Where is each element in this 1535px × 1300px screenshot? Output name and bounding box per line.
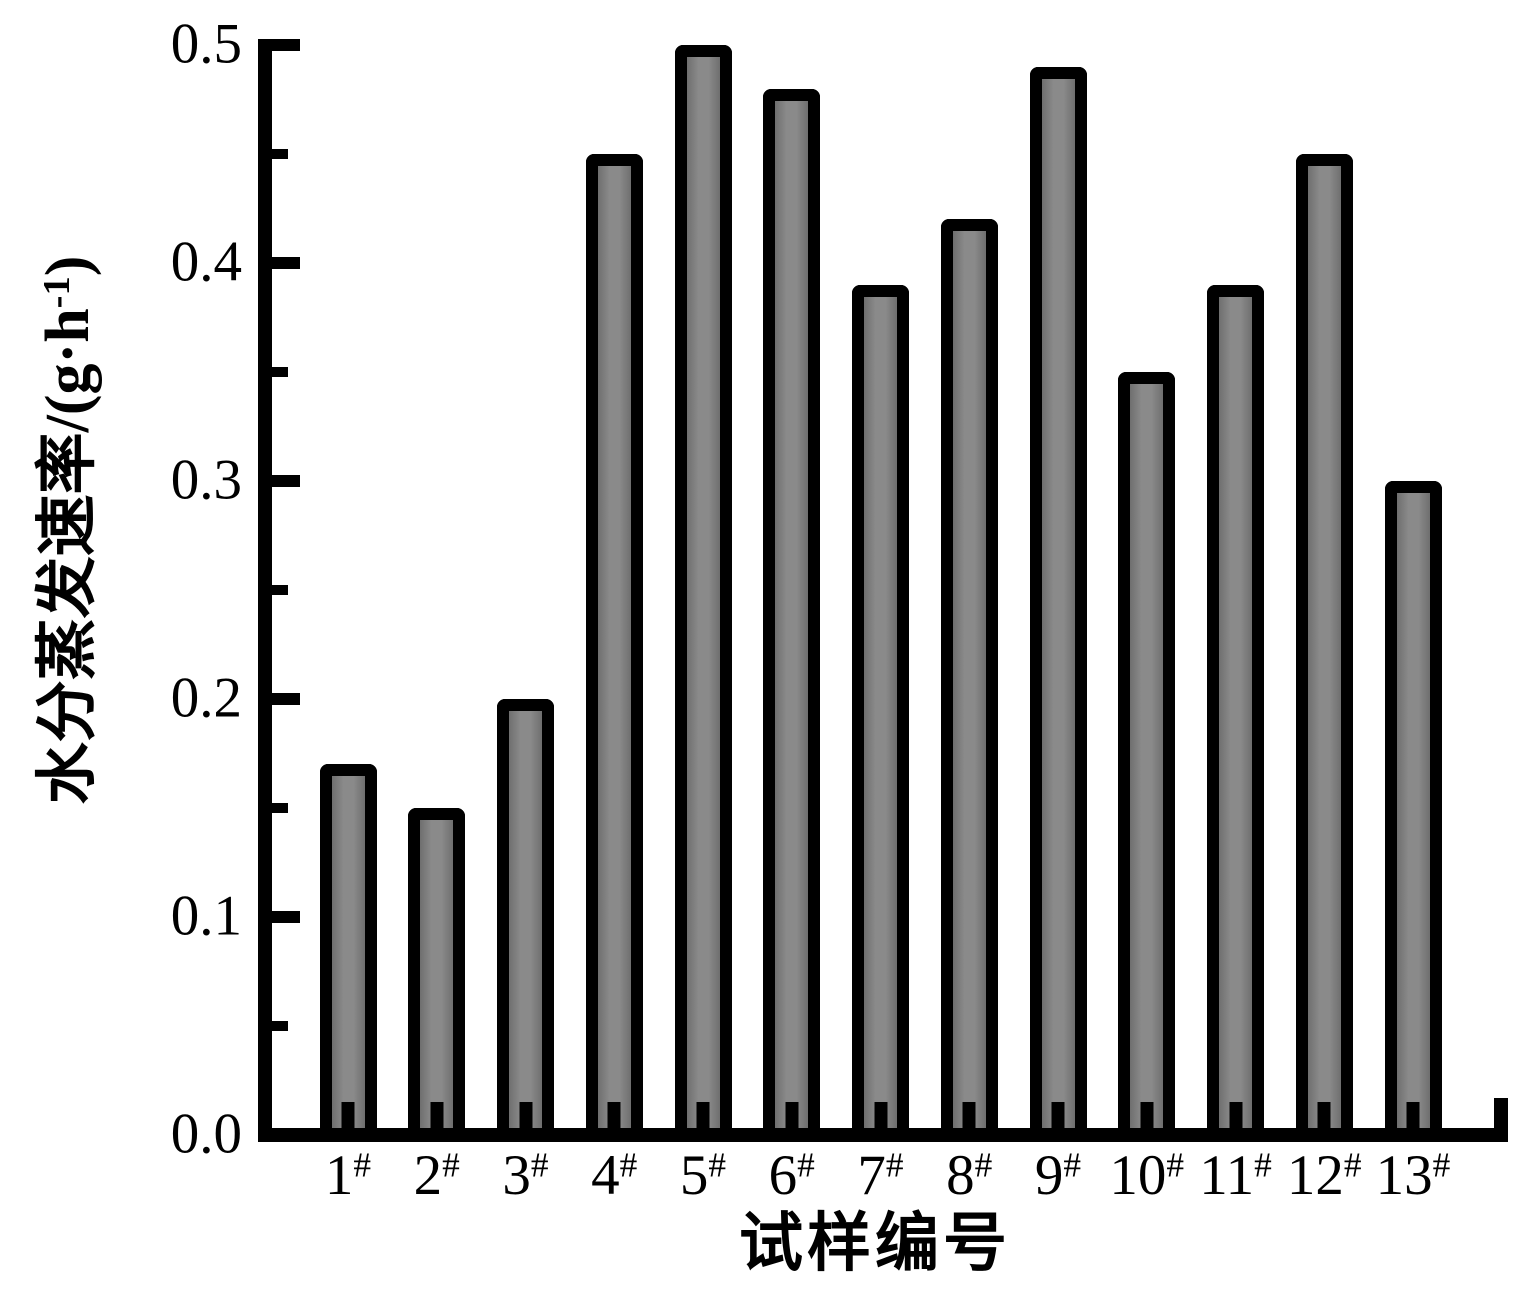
x-axis-tick xyxy=(607,1102,621,1135)
y-major-tick xyxy=(272,475,300,487)
x-tick-label-number: 7 xyxy=(857,1144,886,1207)
x-tick-label-number: 11 xyxy=(1199,1144,1255,1207)
bar xyxy=(1207,285,1264,1135)
x-tick-label: 11# xyxy=(1199,1147,1272,1204)
y-minor-tick xyxy=(272,585,288,595)
y-major-tick xyxy=(272,257,300,269)
x-tick-label-suffix: # xyxy=(1432,1145,1451,1185)
x-tick-label-number: 10 xyxy=(1109,1144,1167,1207)
x-tick-label-suffix: # xyxy=(1343,1145,1362,1185)
x-axis-tick xyxy=(341,1102,355,1135)
x-axis-tick xyxy=(1406,1102,1420,1135)
x-tick-label-suffix: # xyxy=(1254,1145,1272,1185)
bar xyxy=(585,154,643,1135)
x-tick-label: 5# xyxy=(680,1147,726,1204)
x-axis-tick xyxy=(1317,1102,1331,1135)
x-tick-label: 7# xyxy=(857,1147,903,1204)
x-tick-label-suffix: # xyxy=(1063,1145,1082,1185)
x-axis-line xyxy=(258,1128,1508,1142)
x-axis-tick xyxy=(519,1102,532,1135)
y-major-tick xyxy=(272,39,300,51)
x-axis-tick xyxy=(1051,1102,1065,1135)
x-axis-tick xyxy=(1229,1102,1242,1135)
y-minor-tick xyxy=(272,149,288,159)
x-tick-label: 1# xyxy=(325,1147,371,1204)
x-tick-label: 6# xyxy=(769,1147,815,1204)
x-tick-label-suffix: # xyxy=(974,1145,993,1185)
x-tick-label-number: 8 xyxy=(946,1144,975,1207)
x-tick-label-number: 1 xyxy=(324,1144,354,1207)
bar xyxy=(763,89,821,1135)
x-tick-label-suffix: # xyxy=(885,1145,904,1185)
bar xyxy=(497,699,554,1135)
x-axis-end-tick xyxy=(1494,1098,1508,1128)
x-axis-tick xyxy=(785,1102,799,1135)
x-tick-label-suffix: # xyxy=(1166,1145,1185,1185)
x-axis-tick xyxy=(430,1102,444,1135)
y-tick-label: 0.5 xyxy=(170,12,242,76)
x-tick-label: 2# xyxy=(414,1147,460,1204)
y-tick-label: 0.2 xyxy=(170,666,242,730)
x-tick-label: 12# xyxy=(1287,1147,1362,1204)
x-tick-label: 13# xyxy=(1376,1147,1451,1204)
y-minor-tick xyxy=(272,803,288,813)
bar xyxy=(1295,154,1353,1135)
x-tick-label-suffix: # xyxy=(708,1145,727,1185)
x-tick-label-suffix: # xyxy=(797,1145,815,1185)
x-axis-tick xyxy=(1140,1102,1154,1135)
x-tick-label: 9# xyxy=(1035,1147,1081,1204)
x-tick-label-suffix: # xyxy=(619,1145,638,1185)
y-tick-label: 0.3 xyxy=(170,448,242,512)
x-tick-label-number: 5 xyxy=(679,1144,709,1207)
x-axis-tick xyxy=(962,1102,976,1135)
bar xyxy=(852,285,909,1135)
y-axis-title-main: 水分蒸发速率/(g·h xyxy=(34,308,102,805)
y-axis-line xyxy=(258,39,272,1142)
x-tick-label: 10# xyxy=(1109,1147,1184,1204)
y-minor-tick xyxy=(272,1021,288,1031)
bar xyxy=(1029,67,1087,1135)
x-tick-label-number: 9 xyxy=(1034,1144,1064,1207)
bar xyxy=(1118,372,1176,1135)
x-tick-label-number: 2 xyxy=(413,1144,443,1207)
x-tick-label-number: 13 xyxy=(1375,1144,1433,1207)
y-tick-label: 0.4 xyxy=(170,230,242,294)
x-tick-label-number: 12 xyxy=(1286,1144,1344,1207)
x-tick-label-number: 4 xyxy=(591,1144,620,1207)
y-major-tick xyxy=(272,911,300,923)
x-tick-label-suffix: # xyxy=(442,1145,460,1185)
x-axis-tick xyxy=(696,1102,710,1135)
x-tick-label: 3# xyxy=(502,1147,548,1204)
x-tick-label-suffix: # xyxy=(353,1145,372,1185)
y-tick-label: 0.0 xyxy=(170,1102,242,1166)
bar xyxy=(674,45,732,1135)
x-tick-label: 8# xyxy=(946,1147,992,1204)
y-tick-label: 0.1 xyxy=(170,884,242,948)
bar xyxy=(1384,481,1442,1135)
x-axis-title: 试样编号 xyxy=(739,1208,1011,1279)
x-tick-label-number: 6 xyxy=(768,1144,798,1207)
x-tick-label: 4# xyxy=(591,1147,637,1204)
y-minor-tick xyxy=(272,367,288,377)
x-axis-tick xyxy=(874,1102,887,1135)
bar xyxy=(319,764,377,1135)
x-tick-label-number: 3 xyxy=(502,1144,531,1207)
bar xyxy=(940,219,998,1135)
y-major-tick xyxy=(272,693,300,705)
bar xyxy=(408,808,466,1135)
x-tick-label-suffix: # xyxy=(530,1145,549,1185)
